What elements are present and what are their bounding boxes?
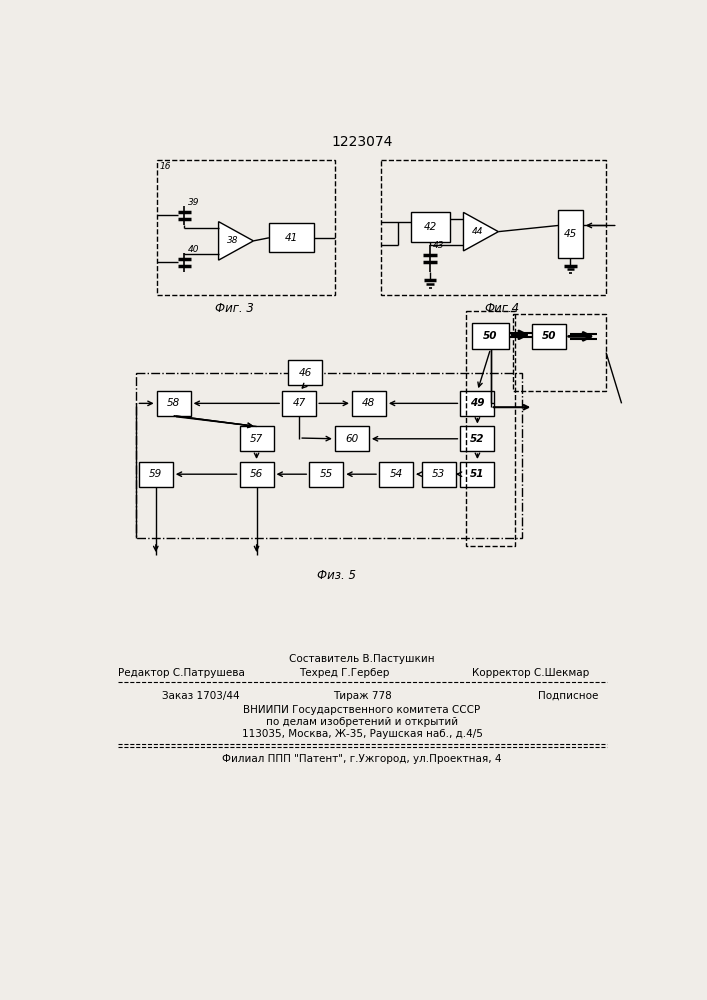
Bar <box>352 391 386 416</box>
Text: 38: 38 <box>227 236 238 245</box>
Bar <box>411 212 450 242</box>
Bar <box>379 462 413 487</box>
Bar <box>240 462 274 487</box>
Text: 46: 46 <box>299 368 312 378</box>
Text: 47: 47 <box>293 398 306 408</box>
Bar <box>558 210 583 258</box>
Text: 43: 43 <box>433 241 445 250</box>
Bar <box>460 462 494 487</box>
Text: 57: 57 <box>250 434 263 444</box>
Text: Филиал ППП "Патент", г.Ужгород, ул.Проектная, 4: Филиал ППП "Патент", г.Ужгород, ул.Проек… <box>222 754 502 764</box>
Bar <box>466 311 515 546</box>
Text: 55: 55 <box>320 469 333 479</box>
Text: Фиг. 3: Фиг. 3 <box>215 302 254 315</box>
Text: Заказ 1703/44: Заказ 1703/44 <box>162 691 240 701</box>
Bar <box>139 462 173 487</box>
Text: 58: 58 <box>167 398 180 408</box>
Text: 39: 39 <box>187 198 199 207</box>
Bar <box>513 314 606 391</box>
Text: 49: 49 <box>470 398 485 408</box>
Bar <box>282 391 316 416</box>
Text: 41: 41 <box>285 233 298 243</box>
Text: 51: 51 <box>470 469 485 479</box>
Bar <box>421 462 456 487</box>
Text: 60: 60 <box>345 434 358 444</box>
Bar <box>136 373 522 538</box>
Text: 1223074: 1223074 <box>332 135 392 149</box>
Text: 56: 56 <box>250 469 263 479</box>
Text: 53: 53 <box>432 469 445 479</box>
Bar <box>156 391 191 416</box>
Bar <box>240 426 274 451</box>
Bar <box>381 160 606 295</box>
Bar <box>288 360 322 385</box>
Text: 59: 59 <box>149 469 163 479</box>
Text: Тираж 778: Тираж 778 <box>332 691 392 701</box>
Text: Подписное: Подписное <box>538 691 598 701</box>
Bar <box>335 426 369 451</box>
Text: 52: 52 <box>470 434 485 444</box>
Text: Корректор С.Шекмар: Корректор С.Шекмар <box>472 668 589 678</box>
Text: Фиг.4: Фиг.4 <box>484 302 519 315</box>
Text: Техред Г.Гербер: Техред Г.Гербер <box>299 668 390 678</box>
Bar <box>309 462 344 487</box>
Bar <box>460 426 494 451</box>
Text: 16: 16 <box>160 162 171 171</box>
Text: ВНИИПИ Государственного комитета СССР: ВНИИПИ Государственного комитета СССР <box>243 705 481 715</box>
Text: Редактор С.Патрушева: Редактор С.Патрушева <box>118 668 245 678</box>
Polygon shape <box>464 212 498 251</box>
Text: 40: 40 <box>187 245 199 254</box>
Bar <box>460 391 494 416</box>
Polygon shape <box>218 222 253 260</box>
Text: 48: 48 <box>362 398 375 408</box>
Text: 45: 45 <box>563 229 577 239</box>
Bar <box>269 223 314 252</box>
Text: 50: 50 <box>484 331 498 341</box>
Text: 44: 44 <box>472 227 483 236</box>
Text: Физ. 5: Физ. 5 <box>317 569 356 582</box>
Text: 50: 50 <box>542 331 556 341</box>
Bar <box>156 160 335 295</box>
Text: Составитель В.Пастушкин: Составитель В.Пастушкин <box>289 654 435 664</box>
Text: 113035, Москва, Ж-35, Раушская наб., д.4/5: 113035, Москва, Ж-35, Раушская наб., д.4… <box>242 729 482 739</box>
Text: по делам изобретений и открытий: по делам изобретений и открытий <box>266 717 458 727</box>
Bar <box>532 324 566 349</box>
Text: 54: 54 <box>390 469 403 479</box>
Bar <box>472 323 509 349</box>
Text: 42: 42 <box>423 222 437 232</box>
